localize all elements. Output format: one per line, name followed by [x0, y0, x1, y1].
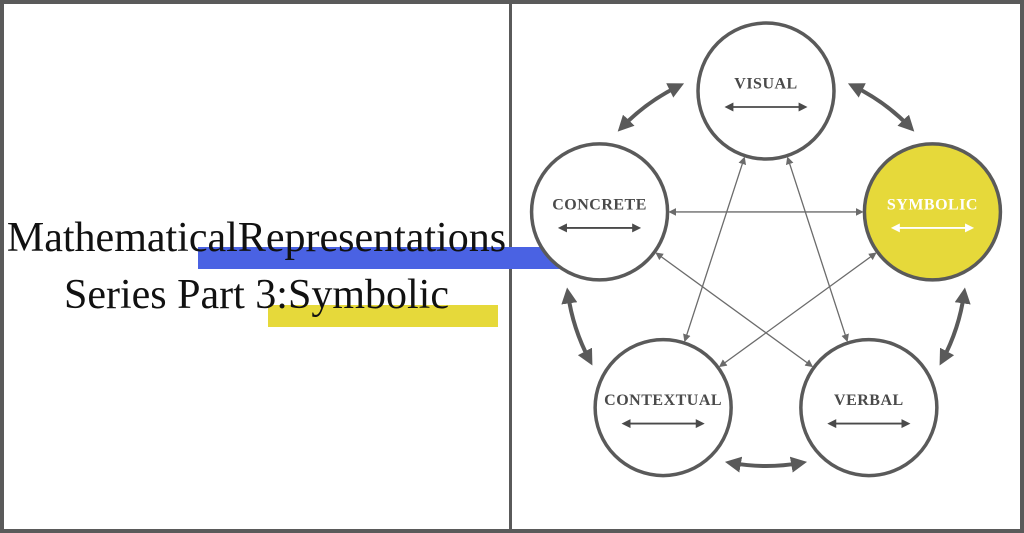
inner-edges — [658, 159, 874, 365]
representations-diagram: VISUAL SYMBOLIC VERBAL CONTEXTUAL CONCRETE — [512, 4, 1020, 529]
title-block: MathematicalRepresentations Series Part 3… — [4, 210, 509, 323]
panel-left: MathematicalRepresentations Series Part 3… — [4, 4, 512, 529]
inner-edge — [685, 159, 743, 339]
outer-arc — [854, 86, 910, 127]
title-text: Mathematical — [7, 215, 238, 261]
outer-arc — [622, 86, 678, 127]
node-label: VISUAL — [734, 76, 797, 93]
node-label: SYMBOLIC — [887, 197, 978, 214]
outer-arc — [568, 294, 589, 360]
node-verbal: VERBAL — [801, 340, 937, 476]
title-text: Representations — [238, 215, 506, 261]
title-text: Symbolic — [288, 272, 449, 318]
title-text: Series Part 3: — [64, 272, 288, 318]
node-visual: VISUAL — [698, 23, 834, 159]
title-line: Mathematical — [7, 210, 238, 267]
node-symbolic: SYMBOLIC — [864, 144, 1000, 280]
outer-arc — [943, 294, 964, 360]
outer-arc — [731, 463, 800, 466]
node-label: CONCRETE — [552, 197, 647, 214]
node-concrete: CONCRETE — [532, 144, 668, 280]
node-label: CONTEXTUAL — [604, 392, 722, 409]
title-line: Representations — [238, 210, 506, 267]
frame: MathematicalRepresentations Series Part 3… — [0, 0, 1024, 533]
nodes: VISUAL SYMBOLIC VERBAL CONTEXTUAL CONCRETE — [532, 23, 1001, 476]
title-line: Series Part 3: — [64, 267, 288, 324]
node-contextual: CONTEXTUAL — [595, 340, 731, 476]
panel-right: VISUAL SYMBOLIC VERBAL CONTEXTUAL CONCRETE — [512, 4, 1020, 529]
inner-edge — [788, 159, 846, 339]
node-label: VERBAL — [834, 392, 904, 409]
title-line: Symbolic — [288, 267, 449, 324]
